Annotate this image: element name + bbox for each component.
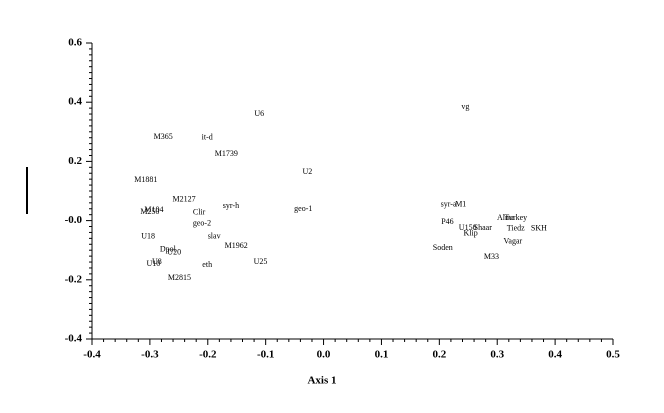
point-label: P46	[441, 217, 453, 226]
point-label: U25	[254, 257, 268, 266]
point-label: eth	[202, 260, 212, 269]
point-label: vg	[461, 102, 469, 111]
y-tick-label: -0.0	[65, 214, 83, 226]
point-label: M2127	[172, 195, 195, 204]
point-label: M250	[140, 207, 159, 216]
point-label: Turkey	[504, 213, 527, 222]
x-tick-label: 0.2	[432, 349, 446, 361]
point-label: it-d	[202, 133, 213, 142]
point-label: M365	[154, 132, 173, 141]
y-tick-label: -0.2	[65, 273, 83, 285]
point-label: Dpol	[160, 245, 177, 254]
point-label: U20	[167, 248, 181, 257]
x-tick-label: 0.1	[375, 349, 389, 361]
point-label: syr-a	[441, 200, 457, 209]
x-axis-title: Axis 1	[307, 375, 336, 387]
point-label: Tiedz	[507, 224, 525, 233]
point-label: M2815	[168, 273, 191, 282]
point-label: Shaar	[474, 223, 493, 232]
point-label: Clir	[193, 208, 206, 217]
point-label: U18	[141, 232, 155, 241]
y-tick-label: 0.6	[68, 37, 82, 49]
x-tick-label: 0.5	[606, 349, 620, 361]
point-label: M1962	[225, 241, 248, 250]
x-tick-label: 0.4	[548, 349, 562, 361]
point-label: SKH	[531, 224, 547, 233]
x-tick-label: -0.4	[83, 349, 101, 361]
x-tick-label: 0.0	[317, 349, 331, 361]
point-label: Vagar	[504, 237, 523, 246]
point-label: U10	[146, 259, 160, 268]
point-label: U6	[254, 109, 264, 118]
x-tick-label: 0.3	[490, 349, 504, 361]
x-tick-label: -0.3	[141, 349, 159, 361]
y-tick-label: 0.2	[68, 155, 82, 167]
point-label: syr-h	[223, 201, 239, 210]
point-label: geo-1	[294, 204, 312, 213]
point-label: M1	[455, 200, 466, 209]
point-label: M104	[144, 205, 163, 214]
point-label: Alma	[497, 213, 515, 222]
point-label: U2	[302, 167, 312, 176]
point-label: slav	[208, 232, 221, 241]
point-label: Soden	[433, 243, 453, 252]
point-label: M33	[484, 252, 499, 261]
x-tick-label: -0.2	[199, 349, 217, 361]
point-label: M1881	[134, 175, 157, 184]
point-label: U150	[459, 223, 477, 232]
point-label: M1739	[215, 149, 238, 158]
point-label: U8	[152, 257, 162, 266]
x-tick-label: -0.1	[257, 349, 274, 361]
point-label: geo-2	[193, 219, 211, 228]
y-tick-label: 0.4	[68, 96, 82, 108]
y-tick-label: -0.4	[65, 333, 83, 345]
point-label: Klip	[463, 229, 477, 238]
